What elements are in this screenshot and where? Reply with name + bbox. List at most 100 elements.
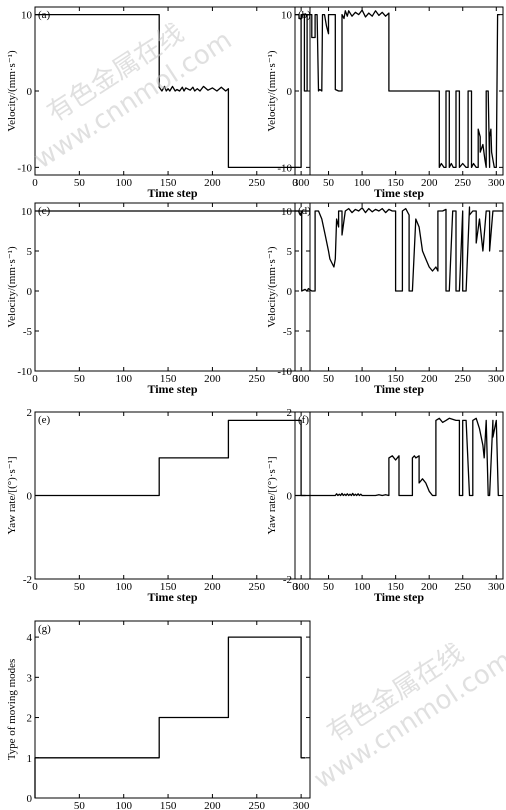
x-tick-label: 200 xyxy=(421,581,438,593)
series-line-a xyxy=(35,13,310,169)
x-tick-label: 200 xyxy=(204,800,221,810)
x-axis-label: Time step xyxy=(374,382,424,396)
plot-frame xyxy=(294,202,504,372)
x-axis-label: Time step xyxy=(147,590,197,604)
x-tick-label: 150 xyxy=(160,177,177,189)
y-axis-label: Velocity/(mm·s⁻¹) xyxy=(6,50,18,132)
x-tick-label: 250 xyxy=(454,581,471,593)
y-axis-label: Yaw rate/[(°)·s⁻¹] xyxy=(6,456,18,534)
x-tick-label: 300 xyxy=(293,177,310,189)
x-tick-label: 200 xyxy=(204,581,221,593)
chart-panel-g: 5010015020025030001234Time stepType of m… xyxy=(6,620,311,810)
x-tick-label: 0 xyxy=(292,177,298,189)
panel-label: (f) xyxy=(298,414,309,426)
x-tick-label: 100 xyxy=(354,581,371,593)
x-tick-label: 100 xyxy=(115,581,132,593)
x-tick-label: 100 xyxy=(115,177,132,189)
y-tick-label: 1 xyxy=(27,753,33,765)
x-tick-label: 200 xyxy=(421,373,438,385)
x-tick-label: 50 xyxy=(74,177,86,189)
y-tick-label: 5 xyxy=(287,246,293,258)
x-tick-label: 300 xyxy=(488,177,505,189)
y-tick-label: 5 xyxy=(27,246,33,258)
x-tick-label: 0 xyxy=(32,177,38,189)
y-tick-label: 10 xyxy=(21,10,33,22)
y-tick-label: 0 xyxy=(287,286,293,298)
y-tick-label: -5 xyxy=(283,326,293,338)
x-tick-label: 100 xyxy=(354,177,371,189)
x-tick-label: 0 xyxy=(32,581,38,593)
x-tick-label: 100 xyxy=(354,373,371,385)
y-axis-label: Velocity/(mm·s⁻¹) xyxy=(266,50,278,132)
x-tick-label: 100 xyxy=(115,800,132,810)
y-tick-label: 2 xyxy=(27,407,33,419)
y-tick-label: 10 xyxy=(281,10,293,22)
series-line-d xyxy=(295,206,503,292)
x-tick-label: 300 xyxy=(293,800,310,810)
x-tick-label: 100 xyxy=(115,373,132,385)
y-axis-label: Yaw rate/[(°)·s⁻¹] xyxy=(266,456,278,534)
x-tick-label: 250 xyxy=(454,177,471,189)
x-tick-label: 150 xyxy=(387,581,404,593)
x-tick-label: 150 xyxy=(160,800,177,810)
y-axis-label: Type of moving modes xyxy=(6,659,18,761)
y-axis-label: Velocity/(mm·s⁻¹) xyxy=(6,246,18,328)
panel-label: (g) xyxy=(38,623,51,635)
x-tick-label: 250 xyxy=(249,800,266,810)
y-tick-label: 0 xyxy=(27,86,33,98)
x-tick-label: 250 xyxy=(249,581,266,593)
y-tick-label: -2 xyxy=(23,574,32,586)
panel-label: (e) xyxy=(38,414,51,426)
x-axis-label: Time step xyxy=(374,186,424,200)
x-tick-label: 50 xyxy=(74,373,86,385)
x-tick-label: 200 xyxy=(421,177,438,189)
x-tick-label: 200 xyxy=(204,373,221,385)
y-tick-label: 2 xyxy=(287,407,293,419)
plot-frame xyxy=(34,202,311,372)
series-line-e xyxy=(35,419,306,497)
x-tick-label: 300 xyxy=(293,373,310,385)
y-tick-label: -5 xyxy=(23,326,33,338)
y-tick-label: 0 xyxy=(27,491,33,503)
y-tick-label: -10 xyxy=(17,162,32,174)
x-tick-label: 300 xyxy=(488,373,505,385)
x-tick-label: 300 xyxy=(488,581,505,593)
x-tick-label: 0 xyxy=(292,373,298,385)
x-tick-label: 250 xyxy=(249,373,266,385)
x-tick-label: 50 xyxy=(323,581,335,593)
x-axis-label: Time step xyxy=(374,590,424,604)
y-tick-label: 4 xyxy=(27,632,33,644)
y-tick-label: 0 xyxy=(287,86,293,98)
x-tick-label: 150 xyxy=(160,373,177,385)
x-tick-label: 300 xyxy=(293,581,310,593)
y-tick-label: 0 xyxy=(287,491,293,503)
x-axis-label: Time step xyxy=(147,186,197,200)
y-tick-label: -10 xyxy=(17,366,32,378)
y-tick-label: 0 xyxy=(27,286,33,298)
y-tick-label: -10 xyxy=(277,162,292,174)
x-tick-label: 150 xyxy=(160,581,177,593)
x-tick-label: 0 xyxy=(292,581,298,593)
x-tick-label: 50 xyxy=(74,581,86,593)
series-line-g xyxy=(34,636,306,798)
series-line-b xyxy=(295,9,500,169)
x-tick-label: 50 xyxy=(323,177,335,189)
x-tick-label: 250 xyxy=(454,373,471,385)
y-tick-label: 2 xyxy=(27,713,33,725)
series-line-f xyxy=(295,417,500,497)
x-tick-label: 0 xyxy=(32,373,38,385)
x-tick-label: 200 xyxy=(204,177,221,189)
y-tick-label: 3 xyxy=(27,672,33,684)
x-tick-label: 50 xyxy=(74,800,86,810)
x-tick-label: 150 xyxy=(387,373,404,385)
y-axis-label: Velocity/(mm·s⁻¹) xyxy=(266,246,278,328)
y-tick-label: -2 xyxy=(283,574,292,586)
